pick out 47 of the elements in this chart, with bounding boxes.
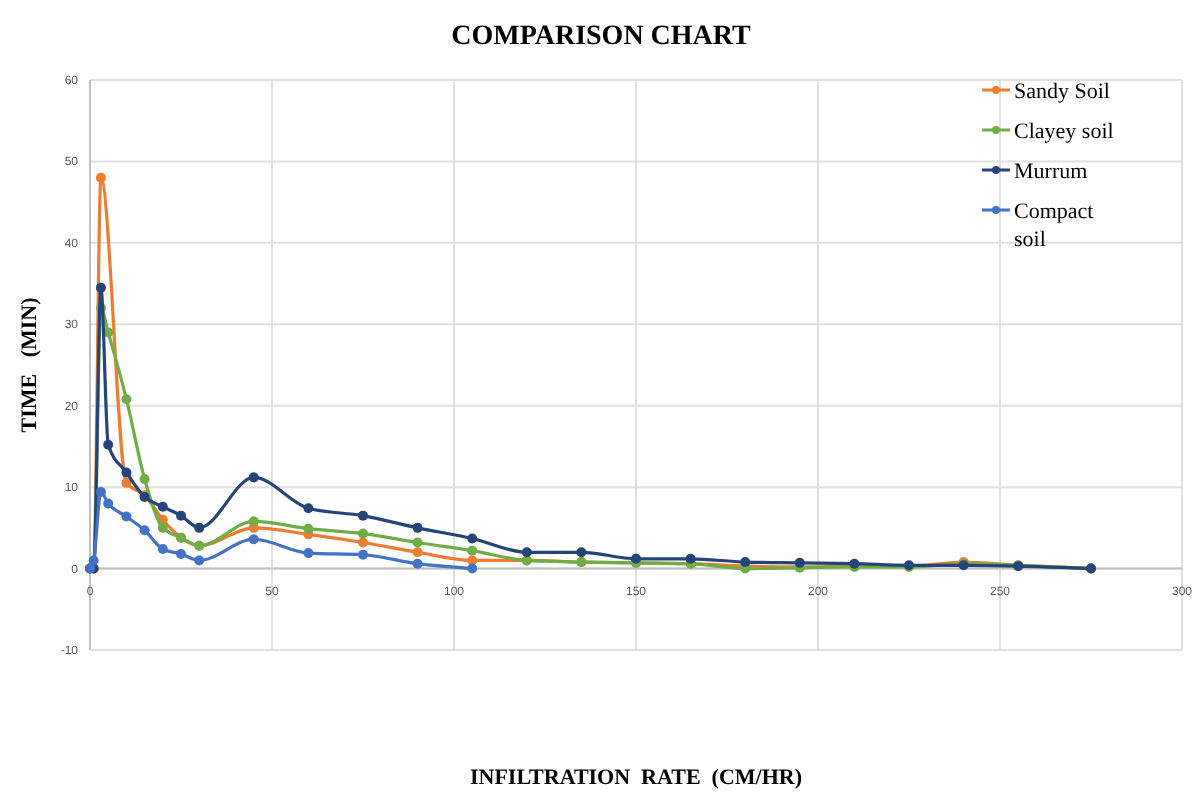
point — [121, 394, 132, 405]
point — [412, 547, 423, 558]
point — [685, 553, 696, 564]
point — [103, 498, 114, 509]
point — [176, 548, 186, 559]
point — [121, 478, 132, 489]
point — [248, 516, 259, 527]
point — [467, 563, 478, 574]
point — [467, 533, 478, 544]
point — [194, 522, 205, 533]
legend-label: Murrum — [1014, 160, 1089, 184]
point — [157, 501, 168, 512]
point — [358, 510, 368, 521]
point — [176, 510, 186, 521]
point — [467, 555, 478, 566]
point — [576, 547, 587, 558]
point — [157, 522, 168, 533]
point — [121, 511, 132, 522]
point — [521, 547, 532, 558]
point — [303, 548, 314, 559]
point — [248, 472, 259, 483]
point — [412, 558, 423, 569]
point — [248, 534, 259, 545]
point — [121, 467, 132, 478]
point — [95, 172, 106, 183]
legend-label: Clayey soil — [1014, 120, 1114, 144]
y-axis-title: TIME (MIN) — [18, 296, 42, 433]
point — [139, 525, 150, 536]
point — [358, 528, 368, 539]
point — [95, 487, 106, 498]
point — [88, 555, 99, 566]
point — [467, 545, 478, 556]
x-axis-title: INFILTRATION RATE (CM/HR) — [469, 766, 803, 790]
point — [103, 439, 114, 450]
point — [358, 549, 368, 560]
legend-label: Sandy Soil — [1014, 80, 1110, 104]
point — [157, 544, 168, 555]
legend-label: Compact soil — [1014, 200, 1094, 252]
point — [139, 474, 150, 484]
point — [303, 523, 314, 534]
point — [358, 537, 368, 548]
point — [412, 522, 423, 533]
chart-title: COMPARISON CHART — [451, 22, 753, 52]
point — [303, 503, 314, 514]
point — [412, 537, 423, 548]
point — [194, 555, 205, 566]
point — [95, 282, 106, 293]
